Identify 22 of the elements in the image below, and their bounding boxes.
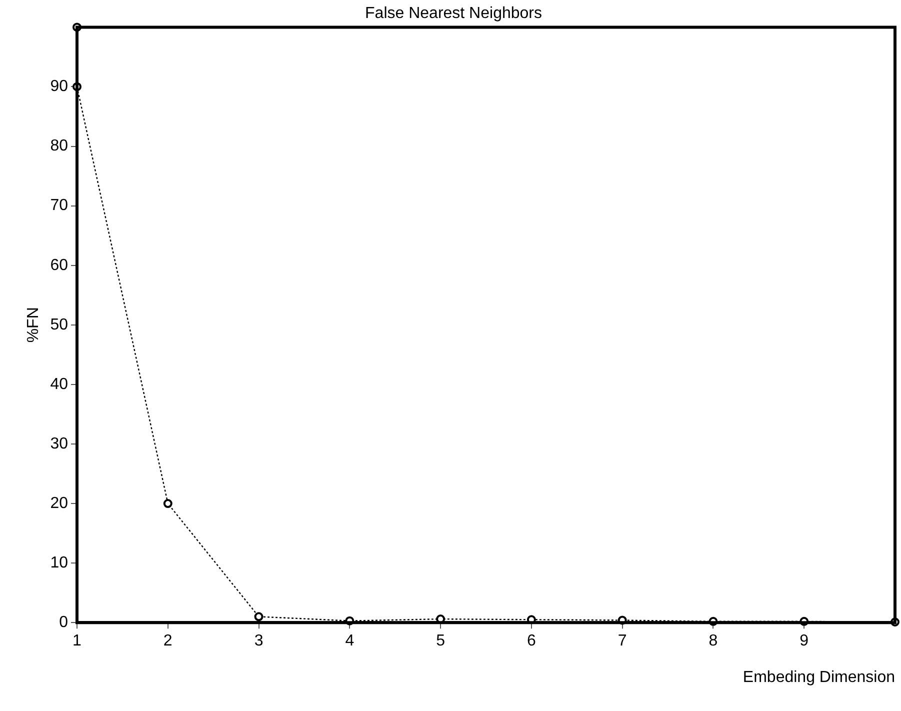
y-tick-label: 50 — [50, 316, 68, 334]
x-tick-label: 5 — [436, 632, 446, 650]
x-tick-label: 9 — [800, 632, 809, 650]
x-tick-label: 1 — [72, 632, 82, 650]
y-tick-label: 60 — [50, 256, 68, 274]
x-tick-label: 8 — [708, 632, 718, 650]
x-tick-label: 4 — [345, 632, 354, 650]
x-tick-label: 6 — [526, 632, 536, 650]
x-tick-label: 2 — [163, 632, 172, 650]
y-tick-label: 80 — [50, 138, 68, 155]
y-tick-label: 30 — [50, 435, 68, 452]
y-tick-label: 40 — [50, 376, 68, 393]
y-tick-label: 0 — [59, 614, 68, 632]
y-tick-label: 20 — [50, 494, 68, 512]
chart-title: False Nearest Neighbors — [365, 5, 542, 22]
x-tick-label: 7 — [618, 632, 627, 650]
y-tick-label: 70 — [50, 197, 68, 214]
y-tick-label: 90 — [50, 78, 68, 96]
x-axis-title: Embeding Dimension — [742, 668, 895, 686]
y-axis-title: %FN — [25, 307, 42, 343]
x-tick-label: 3 — [254, 632, 264, 650]
y-tick-label: 10 — [50, 554, 68, 572]
